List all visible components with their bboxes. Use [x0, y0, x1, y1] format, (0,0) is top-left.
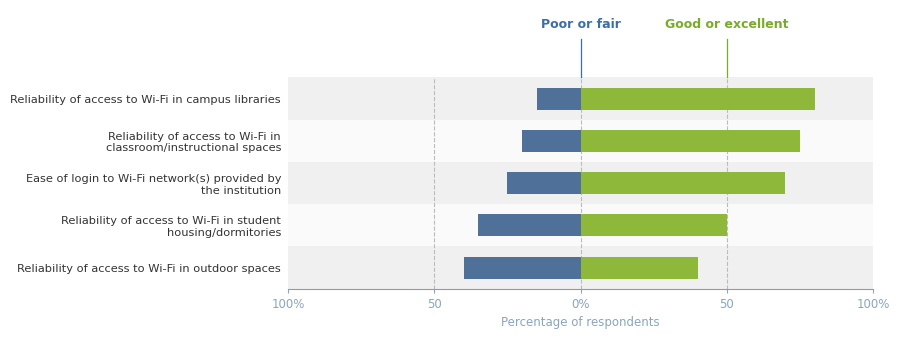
Bar: [288, 77, 873, 120]
Bar: [288, 162, 873, 204]
Text: Poor or fair: Poor or fair: [541, 18, 620, 31]
Bar: [522, 130, 580, 152]
Bar: [288, 204, 873, 246]
Bar: [288, 120, 873, 162]
Bar: [508, 172, 580, 194]
Bar: [580, 130, 800, 152]
Bar: [580, 214, 727, 236]
Bar: [478, 214, 580, 236]
Bar: [580, 88, 814, 109]
Bar: [580, 172, 785, 194]
Bar: [580, 257, 698, 278]
Bar: [288, 246, 873, 289]
Bar: [536, 88, 580, 109]
Text: Good or excellent: Good or excellent: [665, 18, 788, 31]
Bar: [464, 257, 580, 278]
X-axis label: Percentage of respondents: Percentage of respondents: [501, 316, 660, 329]
